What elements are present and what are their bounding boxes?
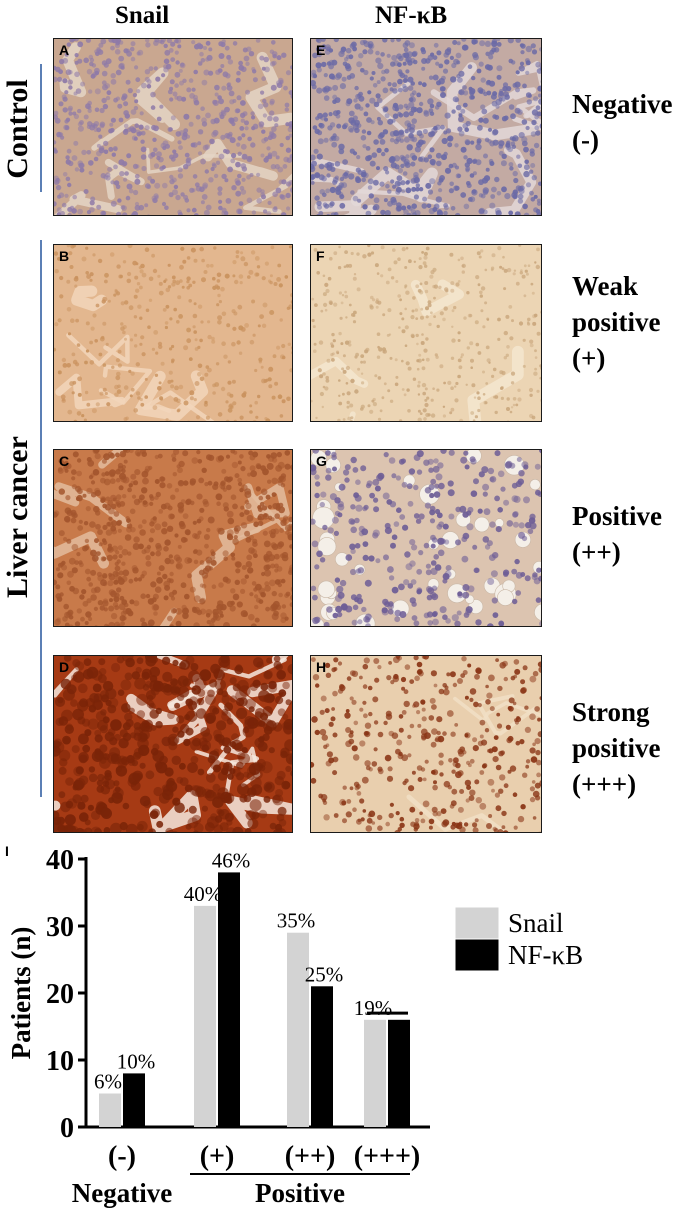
grade-label-line: (-) bbox=[572, 125, 599, 155]
micrograph-panel-b: B bbox=[53, 244, 293, 422]
x-tick-label: (+) bbox=[200, 1141, 235, 1172]
legend-swatch-snail bbox=[455, 907, 499, 939]
micrograph-panel-f: F bbox=[310, 244, 542, 422]
grade-label-line: (+++) bbox=[572, 769, 637, 799]
column-header-nfkb: NF-κB bbox=[375, 2, 448, 29]
legend-label-nfkb: NF-κB bbox=[508, 940, 583, 970]
grade-label-line: positive bbox=[572, 733, 661, 763]
row-label-control: Control bbox=[1, 79, 34, 179]
panel-letter-d: D bbox=[59, 659, 70, 675]
grade-label-4: Strong positive (+++) bbox=[572, 694, 661, 802]
micrograph-panel-e: E bbox=[310, 38, 542, 216]
micrograph-image-f bbox=[311, 245, 541, 421]
y-tick-label: 0 bbox=[60, 1113, 74, 1144]
panel-letter-a: A bbox=[59, 42, 70, 58]
legend-swatch-nfkb bbox=[455, 939, 499, 971]
micrograph-image-h bbox=[311, 656, 541, 832]
bar-percent-label: 6% bbox=[94, 1070, 122, 1094]
bar-nfkb bbox=[218, 872, 240, 1127]
grade-label-line: Negative bbox=[572, 89, 673, 119]
cancer-bracket-line bbox=[40, 240, 42, 797]
micrograph-panel-c: C bbox=[53, 449, 293, 627]
y-tick-label: 10 bbox=[46, 1046, 74, 1077]
bar-snail bbox=[287, 932, 309, 1127]
bar-snail bbox=[364, 1019, 386, 1127]
micrograph-image-d bbox=[54, 656, 292, 832]
y-axis-label: Patients (n) bbox=[6, 927, 36, 1060]
panel-letter-i: I bbox=[5, 843, 9, 859]
x-tick-label: (-) bbox=[108, 1141, 136, 1172]
group-label-positive: Positive bbox=[255, 1178, 345, 1208]
grade-label-line: (++) bbox=[572, 537, 621, 567]
micrograph-image-a bbox=[54, 39, 292, 215]
micrograph-image-b bbox=[54, 245, 292, 421]
column-header-snail: Snail bbox=[115, 2, 170, 29]
y-tick-label: 30 bbox=[46, 912, 74, 943]
x-tick-label: (++) bbox=[285, 1141, 336, 1172]
micrograph-panel-d: D bbox=[53, 655, 293, 833]
grade-label-line: (+) bbox=[572, 343, 606, 373]
bar-percent-label: 25% bbox=[305, 962, 344, 986]
x-tick-label: (+++) bbox=[354, 1141, 421, 1172]
bar-snail bbox=[194, 905, 216, 1127]
bar-percent-label: 19% bbox=[354, 996, 393, 1020]
legend-label-snail: Snail bbox=[508, 908, 564, 938]
bar-nfkb bbox=[123, 1073, 145, 1127]
grade-label-3: Positive (++) bbox=[572, 498, 662, 570]
micrograph-image-c bbox=[54, 450, 292, 626]
panel-letter-h: H bbox=[316, 659, 327, 675]
micrograph-panel-a: A bbox=[53, 38, 293, 216]
bar-nfkb bbox=[388, 1019, 410, 1127]
control-bracket-line bbox=[40, 64, 42, 192]
bar-snail bbox=[99, 1093, 121, 1127]
grade-label-1: Negative (-) bbox=[572, 86, 672, 158]
panel-letter-g: G bbox=[316, 453, 327, 469]
bar-percent-label: 10% bbox=[117, 1049, 156, 1073]
grade-label-2: Weak positive (+) bbox=[572, 268, 661, 376]
y-tick-label: 40 bbox=[46, 845, 74, 876]
row-label-liver-cancer: Liver cancer bbox=[1, 436, 34, 598]
bar-percent-label: 40% bbox=[184, 882, 223, 906]
group-label-negative: Negative bbox=[72, 1178, 172, 1208]
grade-label-line: positive bbox=[572, 307, 661, 337]
micrograph-panel-g: G bbox=[310, 449, 542, 627]
micrograph-image-e bbox=[311, 39, 541, 215]
grade-label-line: Positive bbox=[572, 501, 662, 531]
panel-letter-b: B bbox=[59, 248, 70, 264]
y-tick-label: 20 bbox=[46, 979, 74, 1010]
bar-nfkb bbox=[311, 986, 333, 1127]
panel-letter-e: E bbox=[316, 42, 326, 58]
panel-letter-f: F bbox=[316, 248, 325, 264]
micrograph-image-g bbox=[311, 450, 541, 626]
micrograph-panel-h: H bbox=[310, 655, 542, 833]
grade-label-line: Weak bbox=[572, 271, 639, 301]
grade-label-line: Strong bbox=[572, 697, 650, 727]
panel-letter-c: C bbox=[59, 453, 70, 469]
patients-bar-chart: I 0 10 20 30 40 Patients (n) 6%10% (-) 40% 46% (+) 3… bbox=[5, 843, 583, 1208]
bar-percent-label: 35% bbox=[277, 909, 316, 933]
bar-percent-label: 46% bbox=[212, 848, 251, 872]
